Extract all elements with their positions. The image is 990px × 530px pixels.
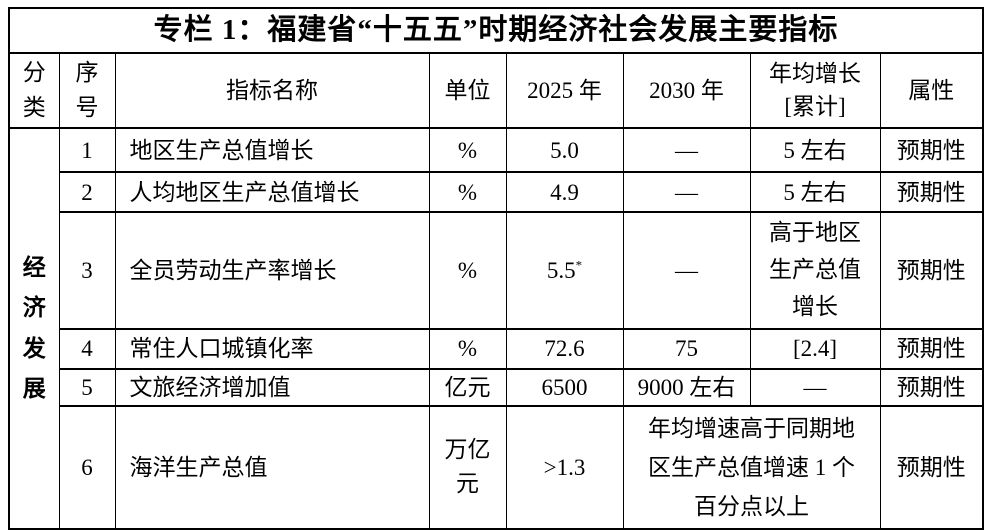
cell-growth: 高于地区生产总值增长 — [749, 211, 881, 330]
category-vertical-label: 经济发展 — [22, 255, 46, 401]
cell-no: 4 — [58, 327, 116, 370]
cell-2025: 5.0 — [505, 127, 624, 174]
cell-2025-value: 5.5 — [546, 257, 576, 283]
col-header-2025: 2025 年 — [505, 52, 624, 130]
cell-indicator: 地区生产总值增长 — [114, 127, 430, 174]
cell-unit: 万亿元 — [428, 404, 507, 530]
col-header-growth: 年均增长 [累计] — [749, 52, 881, 130]
table-header-row: 分类 序号 指标名称 单位 2025 年 2030 年 年均增长 [累计] 属性 — [8, 52, 984, 130]
cell-2025: 6500 — [505, 367, 624, 407]
cell-indicator: 海洋生产总值 — [114, 404, 430, 530]
cell-indicator: 常住人口城镇化率 — [114, 327, 430, 370]
cell-attribute: 预期性 — [879, 367, 984, 407]
merged-note-text: 年均增速高于同期地区生产总值增速 1 个百分点以上 — [648, 415, 855, 519]
col-header-index-label: 序号 — [75, 60, 99, 120]
cell-2030: — — [622, 171, 751, 214]
cell-no: 5 — [58, 367, 116, 407]
cell-2025: 72.6 — [505, 327, 624, 370]
col-header-category: 分类 — [8, 52, 60, 130]
cell-2030: — — [622, 127, 751, 174]
cell-2030: 75 — [622, 327, 751, 370]
cell-unit: % — [428, 211, 507, 330]
document-table-panel: 专栏 1：福建省“十五五”时期经济社会发展主要指标 分类 序号 指标名称 单位 … — [8, 6, 985, 530]
col-header-2030: 2030 年 — [622, 52, 751, 130]
cell-attribute: 预期性 — [879, 327, 984, 370]
table-row: 5 文旅经济增加值 亿元 6500 9000 左右 — 预期性 — [9, 367, 984, 407]
table-row: 4 常住人口城镇化率 % 72.6 75 [2.4] 预期性 — [9, 327, 984, 370]
cell-indicator: 全员劳动生产率增长 — [114, 211, 430, 330]
cell-attribute: 预期性 — [879, 211, 984, 330]
cell-no: 6 — [58, 404, 116, 530]
cell-attribute: 预期性 — [879, 404, 984, 530]
cell-growth: [2.4] — [749, 327, 881, 370]
cell-unit-text: 万亿元 — [444, 436, 491, 497]
col-header-attribute: 属性 — [879, 52, 984, 130]
cell-2025: 5.5* — [505, 211, 624, 330]
cell-2025: >1.3 — [505, 404, 624, 530]
cell-indicator: 人均地区生产总值增长 — [114, 171, 430, 214]
cell-no: 2 — [58, 171, 116, 214]
table-title-row: 专栏 1：福建省“十五五”时期经济社会发展主要指标 — [8, 6, 984, 55]
col-header-growth-line1: 年均增长 — [769, 61, 861, 87]
col-header-indicator: 指标名称 — [114, 52, 430, 130]
cell-2030: — — [622, 211, 751, 330]
table-row: 3 全员劳动生产率增长 % 5.5* — 高于地区生产总值增长 预期性 — [9, 211, 984, 330]
table-row: 经济发展 1 地区生产总值增长 % 5.0 — 5 左右 预期性 — [8, 127, 984, 530]
cell-attribute: 预期性 — [879, 127, 984, 174]
col-header-unit: 单位 — [428, 52, 507, 130]
cell-growth-text: 高于地区生产总值增长 — [769, 220, 861, 319]
cell-unit: % — [428, 327, 507, 370]
indicators-table: 专栏 1：福建省“十五五”时期经济社会发展主要指标 分类 序号 指标名称 单位 … — [8, 6, 985, 530]
table-row: 2 人均地区生产总值增长 % 4.9 — 5 左右 预期性 — [9, 171, 984, 214]
cell-growth: — — [749, 367, 881, 407]
table-title: 专栏 1：福建省“十五五”时期经济社会发展主要指标 — [8, 6, 984, 55]
cell-2025: 4.9 — [505, 171, 624, 214]
col-header-category-label: 分类 — [22, 60, 46, 120]
cell-2030: 9000 左右 — [622, 367, 751, 407]
cell-unit: 亿元 — [428, 367, 507, 407]
col-header-growth-line2: [累计] — [784, 93, 846, 119]
table-row: 6 海洋生产总值 万亿元 >1.3 年均增速高于同期地区生产总值增速 1 个百分… — [9, 404, 984, 530]
cell-indicator: 文旅经济增加值 — [114, 367, 430, 407]
category-cell: 经济发展 — [8, 127, 60, 530]
cell-attribute: 预期性 — [879, 171, 984, 214]
cell-unit: % — [428, 127, 507, 174]
cell-growth: 5 左右 — [749, 171, 881, 214]
cell-growth: 5 左右 — [749, 127, 881, 174]
cell-2030-growth-merged: 年均增速高于同期地区生产总值增速 1 个百分点以上 — [622, 404, 881, 530]
cell-no: 1 — [58, 127, 116, 174]
cell-no: 3 — [58, 211, 116, 330]
cell-unit: % — [428, 171, 507, 214]
footnote-asterisk: * — [575, 257, 583, 273]
col-header-index: 序号 — [58, 52, 116, 130]
